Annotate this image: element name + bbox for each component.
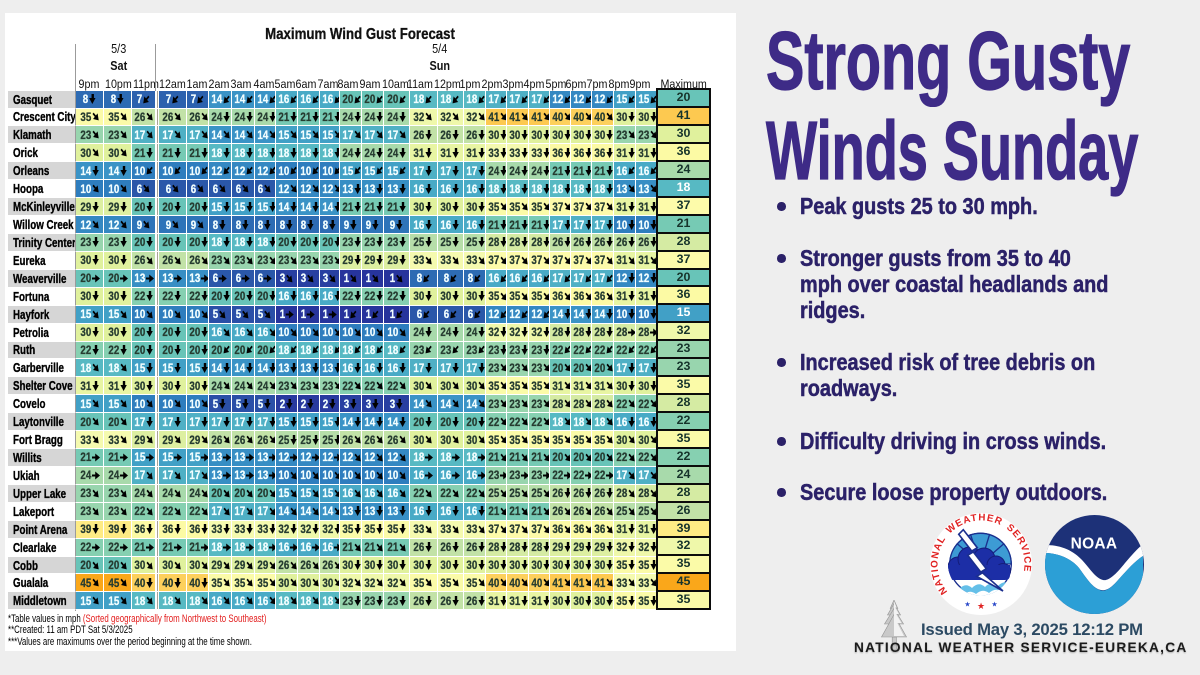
svg-text:★: ★: [977, 601, 985, 611]
svg-text:★: ★: [991, 601, 997, 609]
svg-text:NOAA: NOAA: [1071, 536, 1118, 553]
svg-text:★: ★: [964, 601, 970, 609]
